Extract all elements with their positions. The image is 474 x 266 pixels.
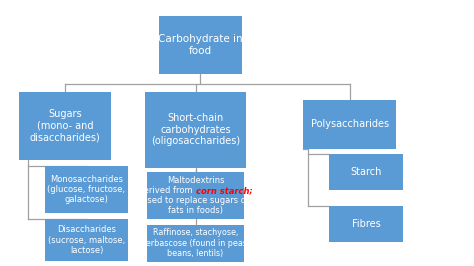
- Text: corn starch;: corn starch;: [195, 186, 252, 195]
- Text: Starch: Starch: [350, 167, 382, 177]
- Text: (derived from: (derived from: [135, 186, 195, 195]
- FancyBboxPatch shape: [329, 206, 403, 242]
- FancyBboxPatch shape: [145, 92, 246, 168]
- Text: Fibres: Fibres: [352, 219, 381, 229]
- Text: Disaccharides
(sucrose, maltose,
lactose): Disaccharides (sucrose, maltose, lactose…: [48, 225, 125, 255]
- Text: Sugars
(mono- and
disaccharides): Sugars (mono- and disaccharides): [30, 109, 100, 142]
- Text: Short-chain
carbohydrates
(oligosaccharides): Short-chain carbohydrates (oligosacchari…: [151, 113, 240, 146]
- Text: used to replace sugars or: used to replace sugars or: [142, 196, 249, 205]
- FancyBboxPatch shape: [45, 166, 128, 213]
- FancyBboxPatch shape: [19, 92, 111, 160]
- FancyBboxPatch shape: [147, 172, 244, 219]
- Text: Raffinose, stachyose,
verbascose (found in peas,
beans, lentils): Raffinose, stachyose, verbascose (found …: [141, 228, 250, 258]
- Text: fats in foods): fats in foods): [168, 206, 223, 215]
- FancyBboxPatch shape: [159, 16, 242, 74]
- Text: Polysaccharides: Polysaccharides: [310, 119, 389, 129]
- FancyBboxPatch shape: [147, 225, 244, 262]
- FancyBboxPatch shape: [329, 154, 403, 190]
- Text: Carbohydrate in
food: Carbohydrate in food: [158, 34, 243, 56]
- FancyBboxPatch shape: [45, 219, 128, 261]
- Text: Monosaccharides
(glucose, fructose,
galactose): Monosaccharides (glucose, fructose, gala…: [47, 174, 126, 205]
- Text: Maltodextrins: Maltodextrins: [167, 176, 224, 185]
- FancyBboxPatch shape: [303, 100, 396, 149]
